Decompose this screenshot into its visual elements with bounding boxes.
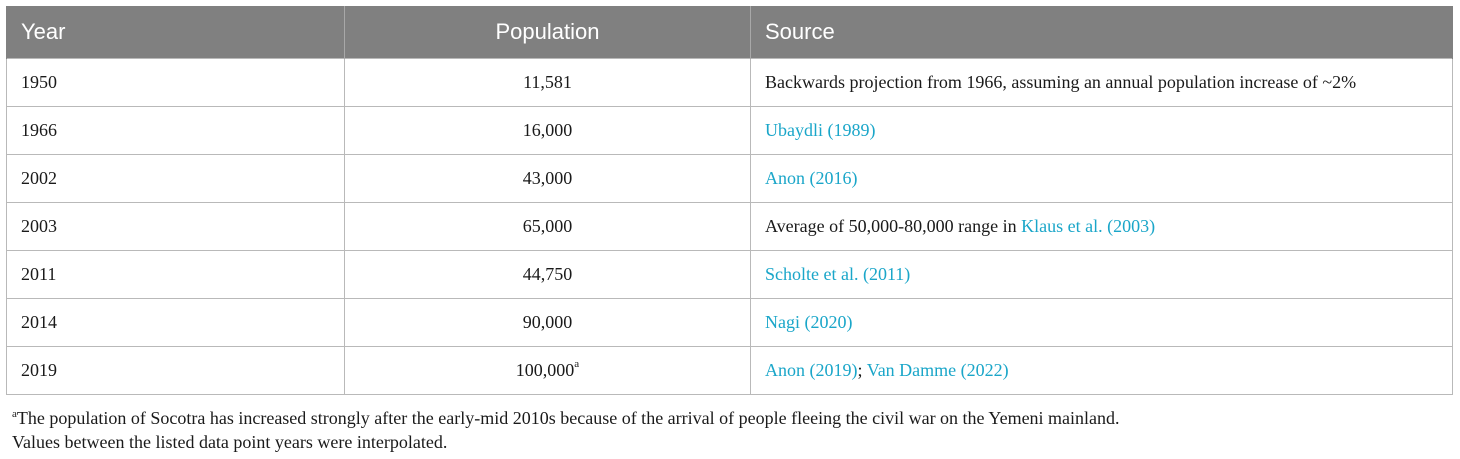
- cell-population: 16,000: [344, 106, 751, 155]
- table-header: Year Population Source: [6, 6, 1453, 59]
- reference-link[interactable]: Scholte et al. (2011): [765, 264, 911, 284]
- cell-source: Ubaydli (1989): [750, 106, 1453, 155]
- cell-year: 1966: [6, 106, 345, 155]
- reference-link[interactable]: Ubaydli (1989): [765, 120, 876, 140]
- reference-link[interactable]: Nagi (2020): [765, 312, 853, 332]
- population-value: 44,750: [522, 264, 573, 284]
- cell-year: 2011: [6, 250, 345, 299]
- population-value: 16,000: [522, 120, 573, 140]
- table-row: 2002 43,000 Anon (2016): [6, 154, 1453, 203]
- population-value: 100,000: [515, 360, 575, 380]
- table-body: 1950 11,581 Backwards projection from 1966…: [6, 58, 1453, 395]
- table-row: 1966 16,000 Ubaydli (1989): [6, 106, 1453, 155]
- table-row: 1950 11,581 Backwards projection from 1966…: [6, 58, 1453, 107]
- footnote-mark: a: [12, 408, 17, 420]
- table-row: 2019 100,000a Anon (2019); Van Damme (2022…: [6, 346, 1453, 395]
- cell-population: 90,000: [344, 298, 751, 347]
- cell-source: Anon (2016): [750, 154, 1453, 203]
- footnote: Values between the listed data point yea…: [12, 430, 1120, 454]
- cell-source: Scholte et al. (2011): [750, 250, 1453, 299]
- header-source: Source: [750, 6, 1453, 59]
- source-text: Average of 50,000-80,000 range in: [765, 216, 1022, 236]
- cell-population: 11,581: [344, 58, 751, 107]
- cell-population: 44,750: [344, 250, 751, 299]
- reference-link[interactable]: Klaus et al. (2003): [1021, 216, 1156, 236]
- footnote-marker[interactable]: a: [574, 358, 580, 370]
- header-row: Year Population Source: [6, 6, 1453, 59]
- reference-link[interactable]: Van Damme (2022): [866, 360, 1009, 380]
- header-year: Year: [6, 6, 345, 59]
- table-row: 2011 44,750 Scholte et al. (2011): [6, 250, 1453, 299]
- cell-source: Anon (2019); Van Damme (2022): [750, 346, 1453, 395]
- population-value: 65,000: [522, 216, 573, 236]
- table-row: 2014 90,000 Nagi (2020): [6, 298, 1453, 347]
- source-text: ;: [857, 360, 867, 380]
- table-footnotes: aThe population of Socotra has increased…: [12, 406, 1120, 454]
- header-population: Population: [344, 6, 751, 59]
- cell-year: 2014: [6, 298, 345, 347]
- cell-year: 2019: [6, 346, 345, 395]
- footnote-text: The population of Socotra has increased …: [16, 408, 1120, 428]
- cell-year: 2002: [6, 154, 345, 203]
- footnote-text: Values between the listed data point yea…: [12, 432, 448, 452]
- source-text: Backwards projection from 1966, assuming…: [765, 72, 1357, 92]
- cell-population: 65,000: [344, 202, 751, 251]
- reference-link[interactable]: Anon (2016): [765, 168, 858, 188]
- reference-link[interactable]: Anon (2019): [765, 360, 858, 380]
- cell-year: 2003: [6, 202, 345, 251]
- table-row: 2003 65,000 Average of 50,000-80,000 range…: [6, 202, 1453, 251]
- population-value: 43,000: [522, 168, 573, 188]
- population-table-container: Year Population Source 1950 11,581 Backwar…: [6, 6, 1453, 395]
- cell-population: 100,000a: [344, 346, 751, 395]
- footnote: aThe population of Socotra has increased…: [12, 406, 1120, 430]
- cell-source: Backwards projection from 1966, assuming…: [750, 58, 1453, 107]
- cell-population: 43,000: [344, 154, 751, 203]
- cell-source: Average of 50,000-80,000 range in Klaus …: [750, 202, 1453, 251]
- population-value: 90,000: [522, 312, 573, 332]
- population-table: Year Population Source 1950 11,581 Backwar…: [6, 6, 1453, 395]
- cell-source: Nagi (2020): [750, 298, 1453, 347]
- population-value: 11,581: [523, 72, 572, 92]
- cell-year: 1950: [6, 58, 345, 107]
